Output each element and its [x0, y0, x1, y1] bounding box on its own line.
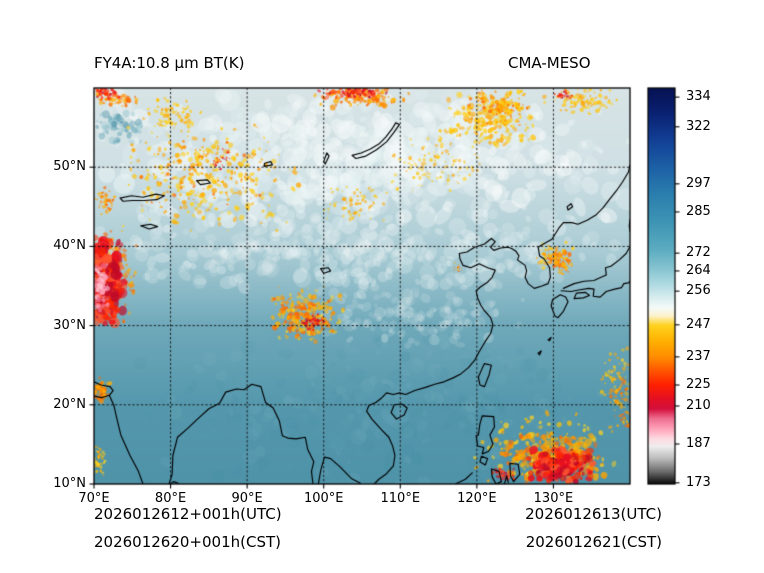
x-tick-label: 130°E: [533, 491, 574, 506]
colorbar-tick-label: 322: [686, 118, 711, 134]
colorbar-tick-label: 187: [686, 436, 711, 451]
plot-title: FY4A:10.8 μm BT(K): [94, 54, 245, 72]
x-tick-label: 90°E: [231, 491, 263, 506]
x-tick-label: 80°E: [154, 491, 187, 506]
colorbar-tick-label: 272: [686, 245, 711, 261]
colorbar-tick-label: 237: [686, 348, 711, 364]
y-tick-label: 30°N: [53, 317, 86, 333]
forecast-time-utc: 2026012612+001h(UTC): [94, 505, 282, 523]
y-tick-label: 50°N: [53, 159, 86, 175]
colorbar-tick-label: 264: [686, 262, 711, 278]
x-tick-label: 100°E: [303, 491, 344, 506]
colorbar-tick-label: 334: [686, 89, 711, 105]
y-tick-label: 10°N: [53, 476, 86, 491]
y-tick-label: 40°N: [53, 238, 86, 254]
x-tick-label: 70°E: [78, 491, 110, 506]
colorbar-tick-label: 285: [686, 203, 711, 219]
x-tick-label: 120°E: [457, 491, 497, 506]
colorbar-tick-label: 297: [686, 175, 711, 191]
obs-time-utc: 2026012613(UTC): [525, 505, 662, 523]
x-tick-label: 110°E: [380, 491, 421, 506]
colorbar-tick-label: 247: [686, 316, 711, 332]
y-tick-label: 20°N: [53, 396, 86, 412]
obs-time-cst: 2026012621(CST): [525, 533, 662, 551]
colorbar-tick-label: 173: [686, 474, 711, 490]
colorbar-tick-label: 225: [686, 377, 711, 392]
model-title: CMA-MESO: [508, 54, 591, 72]
colorbar-tick-label: 210: [686, 397, 711, 413]
forecast-time-cst: 2026012620+001h(CST): [94, 533, 282, 551]
colorbar-tick-label: 256: [686, 283, 711, 299]
